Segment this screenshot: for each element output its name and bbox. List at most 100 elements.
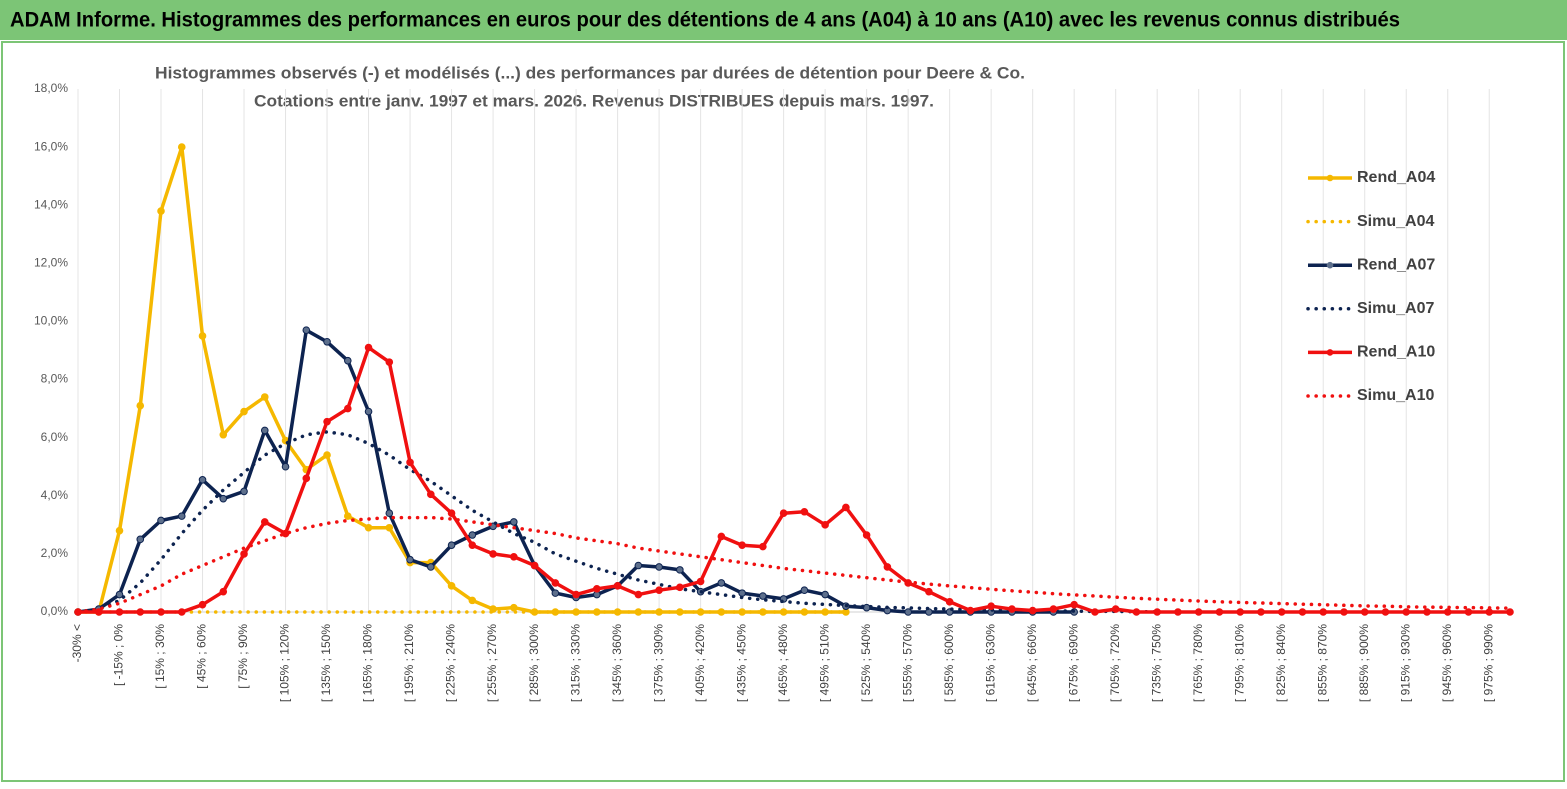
legend-marker xyxy=(1326,349,1334,356)
legend-label: Simu_A04 xyxy=(1357,213,1434,230)
point-marker xyxy=(468,596,477,605)
y-tick-label: 12,0% xyxy=(34,256,68,270)
point-marker xyxy=(364,343,373,352)
x-tick-label: [ 105% ; 120% xyxy=(278,624,292,702)
point-marker xyxy=(281,462,290,471)
point-marker xyxy=(1174,608,1182,616)
y-tick-label: 0,0% xyxy=(41,604,69,618)
x-tick-label: [ 675% ; 690% xyxy=(1066,624,1080,702)
chart-frame xyxy=(1,41,1565,782)
legend-marker xyxy=(1326,261,1334,269)
point-marker xyxy=(613,582,622,590)
point-marker xyxy=(676,583,684,592)
point-marker xyxy=(177,143,186,151)
x-tick-label: [ 45% ; 60% xyxy=(195,624,209,689)
x-tick-label: [ 165% ; 180% xyxy=(361,624,375,702)
point-marker xyxy=(1153,608,1161,616)
x-tick-label: [ 945% ; 960% xyxy=(1440,624,1454,702)
point-marker xyxy=(800,507,809,516)
y-tick-label: 16,0% xyxy=(34,139,68,153)
point-marker xyxy=(468,541,477,549)
y-tick-label: 4,0% xyxy=(41,488,69,502)
point-marker xyxy=(1340,608,1348,616)
point-marker xyxy=(779,509,788,518)
point-marker xyxy=(717,579,726,587)
point-marker xyxy=(1360,608,1369,616)
point-marker xyxy=(240,407,248,416)
point-marker xyxy=(385,358,394,366)
x-tick-label: [ 375% ; 390% xyxy=(651,624,665,702)
point-marker xyxy=(1008,605,1016,613)
x-tick-label: [ 585% ; 600% xyxy=(942,624,956,702)
point-marker xyxy=(1381,608,1390,616)
point-marker xyxy=(198,600,207,609)
point-marker xyxy=(219,430,228,439)
point-marker xyxy=(136,535,145,544)
point-marker xyxy=(738,589,746,597)
point-marker xyxy=(157,608,165,616)
legend-label: Rend_A04 xyxy=(1357,169,1435,186)
point-marker xyxy=(904,608,912,616)
point-marker xyxy=(115,590,124,599)
point-marker xyxy=(945,598,954,606)
x-tick-label: [ 975% ; 990% xyxy=(1481,624,1495,702)
point-marker xyxy=(634,561,643,570)
y-tick-label: 6,0% xyxy=(41,430,69,444)
point-marker xyxy=(1194,608,1203,616)
point-marker xyxy=(759,592,767,600)
point-marker xyxy=(1423,608,1431,616)
x-tick-label: [ 855% ; 870% xyxy=(1315,624,1329,702)
x-tick-label: [ 705% ; 720% xyxy=(1108,624,1122,702)
point-marker xyxy=(94,608,103,616)
legend-label: Rend_A10 xyxy=(1357,344,1435,361)
point-marker xyxy=(862,531,871,539)
point-marker xyxy=(447,509,456,518)
point-marker xyxy=(281,529,290,538)
x-tick-label: [ 435% ; 450% xyxy=(734,624,748,702)
point-marker xyxy=(572,590,580,599)
point-marker xyxy=(510,552,518,561)
point-marker xyxy=(842,503,850,512)
point-marker xyxy=(157,207,165,215)
point-marker xyxy=(530,561,539,570)
point-marker xyxy=(260,393,269,401)
x-tick-label: [ 525% ; 540% xyxy=(859,624,873,702)
point-marker xyxy=(1070,600,1078,609)
point-marker xyxy=(696,577,705,586)
point-marker xyxy=(510,603,518,612)
point-marker xyxy=(240,550,248,558)
x-tick-label: [ 735% ; 750% xyxy=(1149,624,1163,702)
point-marker xyxy=(136,401,145,410)
point-marker xyxy=(198,475,207,484)
point-marker xyxy=(427,490,435,499)
series-line xyxy=(78,345,1510,614)
legend-label: Simu_A07 xyxy=(1357,300,1434,317)
point-marker xyxy=(302,474,311,483)
x-tick-label: [ 765% ; 780% xyxy=(1191,624,1205,702)
point-marker xyxy=(406,555,414,564)
x-tick-label: [ 555% ; 570% xyxy=(900,624,914,702)
x-tick-label: -30% < xyxy=(70,624,84,662)
point-marker xyxy=(115,608,124,616)
series-line xyxy=(76,515,1512,614)
x-tick-label: [ 15% ; 30% xyxy=(153,624,167,689)
point-marker xyxy=(447,541,456,549)
point-marker xyxy=(427,563,435,571)
y-tick-label: 14,0% xyxy=(34,197,68,211)
point-marker xyxy=(323,417,331,426)
legend-label: Rend_A07 xyxy=(1357,256,1435,273)
point-marker xyxy=(177,608,186,616)
point-marker xyxy=(219,494,228,503)
point-marker xyxy=(343,404,352,413)
point-marker xyxy=(385,509,394,518)
chart-subtitle: Cotations entre janv. 1997 et mars. 2026… xyxy=(254,91,934,110)
point-marker xyxy=(343,512,352,520)
x-tick-label: [ 915% ; 930% xyxy=(1398,624,1412,702)
x-tick-label: [ 795% ; 810% xyxy=(1232,624,1246,702)
x-tick-label: [ 315% ; 330% xyxy=(568,624,582,702)
point-marker xyxy=(634,590,643,599)
legend-label: Simu_A10 xyxy=(1357,387,1434,404)
x-tick-label: [ 465% ; 480% xyxy=(776,624,790,702)
x-tick-label: [ -15% ; 0% xyxy=(112,624,126,686)
